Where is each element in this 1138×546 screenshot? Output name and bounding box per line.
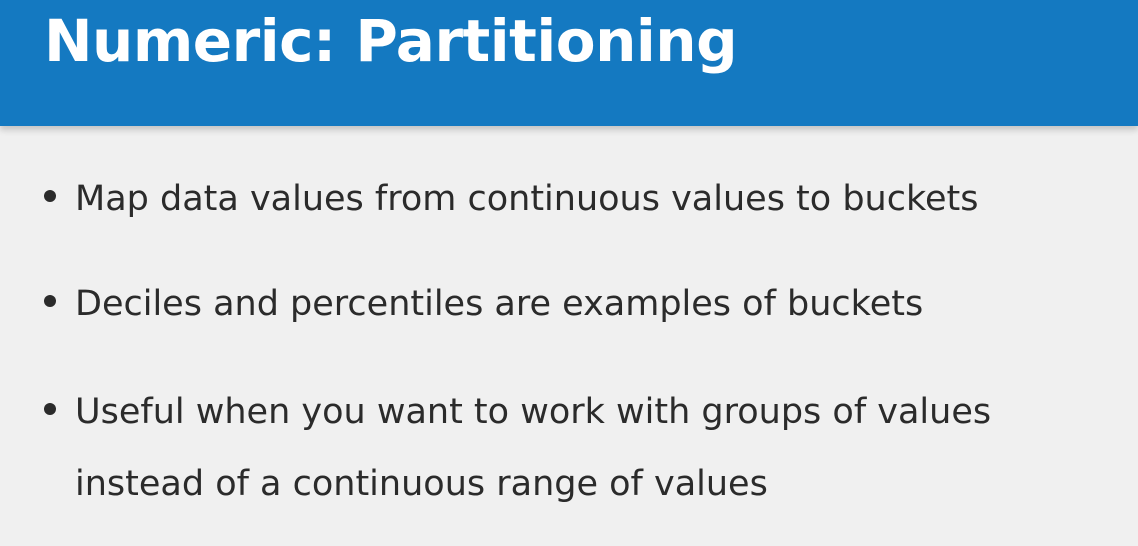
bullet-text: Useful when you want to work with groups… <box>75 376 1104 520</box>
bullet-dot-icon <box>44 295 56 307</box>
bullet-item: Map data values from continuous values t… <box>44 163 1104 235</box>
bullet-dot-icon <box>44 190 56 202</box>
bullet-item: Useful when you want to work with groups… <box>44 376 1104 520</box>
bullet-text: Deciles and percentiles are examples of … <box>75 268 1104 340</box>
bullet-item: Deciles and percentiles are examples of … <box>44 268 1104 340</box>
bullet-text: Map data values from continuous values t… <box>75 163 1104 235</box>
bullet-dot-icon <box>44 403 56 415</box>
